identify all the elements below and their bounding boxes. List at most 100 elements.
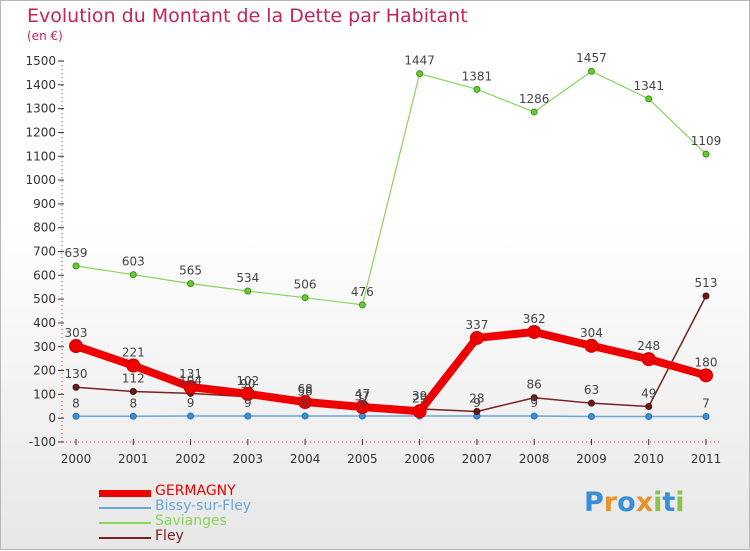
data-label-savianges: 1286 <box>519 92 550 106</box>
logo-letter: r <box>604 487 617 518</box>
data-label-germagny: 102 <box>236 374 259 388</box>
x-tick-label: 2001 <box>118 452 149 466</box>
y-tick-label: 1300 <box>25 102 56 116</box>
y-tick-label: 100 <box>33 387 56 401</box>
x-tick-label: 2007 <box>462 452 493 466</box>
logo-letter: t <box>662 487 675 518</box>
y-tick-label: 700 <box>33 245 56 259</box>
data-point-bissy-sur-fley <box>245 413 251 419</box>
data-point-savianges <box>302 295 308 301</box>
x-tick-label: 2006 <box>404 452 435 466</box>
y-tick-label: 1400 <box>25 78 56 92</box>
legend-label: Bissy-sur-Fley <box>155 498 251 514</box>
data-label-fley: 28 <box>469 392 484 406</box>
data-label-fley: 86 <box>527 378 542 392</box>
series-line-savianges <box>76 71 706 305</box>
data-label-germagny: 131 <box>179 367 202 381</box>
data-label-germagny: 303 <box>65 326 88 340</box>
data-label-savianges: 534 <box>236 271 259 285</box>
data-point-savianges <box>417 71 423 77</box>
data-label-savianges: 1447 <box>404 54 435 68</box>
y-tick-label: 1100 <box>25 149 56 163</box>
series-line-germagny <box>76 332 706 411</box>
data-label-germagny: 221 <box>122 346 145 360</box>
y-tick-label: 200 <box>33 364 56 378</box>
legend-label: GERMAGNY <box>155 483 236 499</box>
data-point-germagny <box>700 369 713 382</box>
logo-letter: i <box>675 487 684 518</box>
x-tick-label: 2004 <box>290 452 321 466</box>
y-tick-label: 500 <box>33 292 56 306</box>
data-point-bissy-sur-fley <box>302 413 308 419</box>
data-label-savianges: 506 <box>294 278 317 292</box>
data-label-germagny: 362 <box>523 312 546 326</box>
logo-letter: x <box>636 487 653 518</box>
data-point-bissy-sur-fley <box>588 414 594 420</box>
y-tick-label: 1500 <box>25 54 56 68</box>
data-label-germagny: 180 <box>695 355 718 369</box>
data-point-fley <box>130 389 136 395</box>
data-label-germagny: 304 <box>580 326 603 340</box>
data-label-germagny: 68 <box>297 382 312 396</box>
y-tick-label: 800 <box>33 221 56 235</box>
logo-letter: P <box>584 487 604 518</box>
legend-swatch <box>99 522 151 524</box>
data-point-savianges <box>531 109 537 115</box>
data-point-germagny <box>70 340 83 353</box>
x-tick-label: 2011 <box>691 452 722 466</box>
data-label-bissy-sur-fley: 7 <box>702 397 710 411</box>
data-point-germagny <box>585 339 598 352</box>
data-point-germagny <box>127 359 140 372</box>
data-point-savianges <box>359 302 365 308</box>
legend-item: Fley <box>99 530 319 544</box>
y-tick-label: 300 <box>33 340 56 354</box>
data-point-fley <box>73 384 79 390</box>
data-point-savianges <box>245 288 251 294</box>
proxiti-logo: Proxiti <box>584 487 685 518</box>
data-label-germagny: 47 <box>355 387 370 401</box>
y-tick-label: 400 <box>33 316 56 330</box>
data-point-savianges <box>703 151 709 157</box>
legend-item: GERMAGNY <box>99 485 319 499</box>
data-label-savianges: 1109 <box>691 134 722 148</box>
data-point-fley <box>646 404 652 410</box>
legend-swatch <box>99 537 151 539</box>
data-point-fley <box>588 400 594 406</box>
data-label-germagny: 337 <box>465 318 488 332</box>
x-tick-label: 2010 <box>633 452 664 466</box>
data-point-savianges <box>73 263 79 269</box>
legend-label: Fley <box>155 528 184 544</box>
legend-label: Savianges <box>155 513 227 529</box>
data-label-savianges: 565 <box>179 264 202 278</box>
data-label-savianges: 1381 <box>462 69 493 83</box>
data-point-germagny <box>413 405 426 418</box>
y-tick-label: -100 <box>29 435 56 449</box>
data-label-fley: 112 <box>122 372 145 386</box>
data-point-bissy-sur-fley <box>73 413 79 419</box>
data-label-germagny: 29 <box>412 391 427 405</box>
data-label-savianges: 1341 <box>633 79 664 93</box>
data-label-savianges: 603 <box>122 255 145 269</box>
data-point-germagny <box>470 331 483 344</box>
x-tick-label: 2008 <box>519 452 550 466</box>
data-label-fley: 49 <box>641 387 656 401</box>
data-point-savianges <box>588 68 594 74</box>
data-point-savianges <box>646 96 652 102</box>
logo-letter: o <box>617 487 636 518</box>
x-tick-label: 2009 <box>576 452 607 466</box>
data-point-bissy-sur-fley <box>646 414 652 420</box>
data-label-savianges: 1457 <box>576 51 607 65</box>
data-point-fley <box>703 293 709 299</box>
data-point-germagny <box>528 325 541 338</box>
data-point-savianges <box>130 272 136 278</box>
data-label-fley: 130 <box>65 367 88 381</box>
data-label-bissy-sur-fley: 9 <box>244 396 252 410</box>
data-label-savianges: 476 <box>351 285 374 299</box>
data-label-bissy-sur-fley: 8 <box>129 396 137 410</box>
data-point-savianges <box>188 281 194 287</box>
data-point-bissy-sur-fley <box>188 413 194 419</box>
y-tick-label: 0 <box>48 411 56 425</box>
data-point-bissy-sur-fley <box>703 414 709 420</box>
legend-item: Savianges <box>99 515 319 529</box>
data-label-germagny: 248 <box>637 339 660 353</box>
